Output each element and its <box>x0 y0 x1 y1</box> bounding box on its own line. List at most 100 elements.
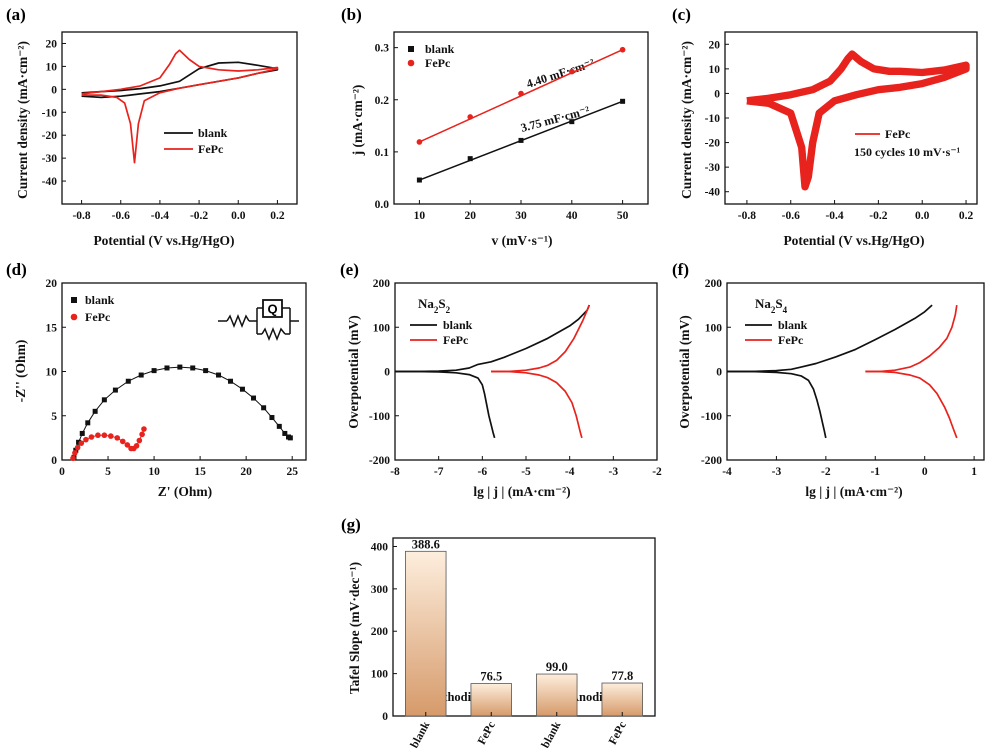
y-tick-label: 100 <box>705 322 723 334</box>
x-tick-label: 15 <box>194 466 206 478</box>
panel-label-e: (e) <box>340 260 359 279</box>
data-point <box>108 433 114 439</box>
x-tick-label: -0.8 <box>738 210 756 222</box>
x-tick-label: FePc <box>476 720 498 747</box>
legend-label-fepc-c: FePc <box>885 127 911 141</box>
data-point <box>227 378 233 384</box>
y-tick-label: 0.0 <box>375 199 390 211</box>
plot-frame-g <box>392 537 656 717</box>
y-tick-label: -20 <box>705 138 721 150</box>
legend-marker-fepc-d <box>70 313 78 321</box>
data-point <box>74 444 81 451</box>
panel-label-c: (c) <box>672 5 691 24</box>
circuit-cpe-label: Q <box>267 302 277 317</box>
y-tick-label: 400 <box>371 541 389 553</box>
y-tick-label: -10 <box>705 113 721 125</box>
y-tick-label: 10 <box>709 64 721 76</box>
x-axis-label-d: Z' (Ohm) <box>158 484 212 499</box>
group-label-anodic: Anodic <box>570 690 609 704</box>
y-tick-label: 0 <box>51 455 57 467</box>
y-axis-label-b: j (mA·cm⁻²) <box>350 85 365 157</box>
y-axis-label-c: Current density (mA·cm⁻²) <box>679 41 694 199</box>
data-point <box>138 372 144 378</box>
y-tick-label: -40 <box>705 187 721 199</box>
data-point <box>101 397 107 403</box>
y-tick-label: 200 <box>371 626 389 638</box>
data-point <box>177 364 183 370</box>
y-axis-label-a: Current density (mA·cm⁻²) <box>15 41 30 199</box>
series-line-fepc <box>865 370 958 439</box>
x-tick-label: 50 <box>617 210 629 222</box>
x-tick-label: -0.6 <box>782 210 800 222</box>
data-point <box>101 432 108 439</box>
y-tick-label: 100 <box>373 322 391 334</box>
x-axis-label-f: lg | j | (mA·cm⁻²) <box>805 484 902 499</box>
annotation-blank-b: 3.75 mF·cm⁻² <box>519 103 591 135</box>
data-point <box>139 431 145 438</box>
y-tick-label: -200 <box>701 455 722 467</box>
data-point <box>239 386 245 392</box>
x-tick-label: 1 <box>971 466 977 478</box>
bar-value-label: 99.0 <box>546 660 568 674</box>
data-point <box>136 437 143 444</box>
x-axis-label-a: Potential (V vs.Hg/HgO) <box>93 233 234 248</box>
x-tick-label: FePc <box>607 720 629 747</box>
x-tick-label: blank <box>409 719 433 750</box>
data-point <box>95 432 101 439</box>
panel-label-a: (a) <box>6 5 26 24</box>
data-point <box>416 177 422 183</box>
bar-value-label: 77.8 <box>611 669 633 683</box>
data-point <box>569 119 575 125</box>
legend-label-blank-a: blank <box>198 126 228 140</box>
y-tick-label: 10 <box>46 61 58 73</box>
data-point <box>261 405 267 411</box>
y-tick-label: 0.2 <box>375 95 390 107</box>
legend-e: blank FePc <box>410 318 473 347</box>
y-tick-label: 100 <box>371 669 389 681</box>
data-point <box>269 415 275 421</box>
data-point <box>203 368 209 374</box>
x-tick-label: -0.4 <box>151 210 169 222</box>
y-tick-label: 0 <box>51 84 57 96</box>
y-tick-label: 200 <box>705 278 723 290</box>
x-tick-label: 0 <box>59 466 65 478</box>
data-point <box>276 423 282 429</box>
species-label-f: Na2S4 <box>755 296 788 315</box>
panel-g: (g) Tafel Slope (mV·dec⁻¹) Cathodic Anod… <box>341 515 656 750</box>
series-line-blank <box>73 366 291 458</box>
x-tick-label: -0.4 <box>825 210 843 222</box>
x-tick-label: 0.0 <box>231 210 246 222</box>
x-tick-label: -5 <box>521 466 531 478</box>
data-point <box>251 395 257 401</box>
x-tick-label: blank <box>540 719 564 750</box>
x-tick-label: 10 <box>414 210 426 222</box>
y-tick-label: 5 <box>51 411 57 423</box>
y-tick-label: 15 <box>46 322 58 334</box>
panel-label-b: (b) <box>341 5 362 24</box>
data-point <box>72 450 78 456</box>
series-line-fepc <box>491 304 591 373</box>
y-tick-label: -40 <box>42 176 58 188</box>
series-line-blank <box>727 370 827 439</box>
y-axis-label-f: Overpotential (mV) <box>677 315 692 429</box>
x-tick-label: 0.0 <box>915 210 930 222</box>
legend-marker-blank-d <box>71 297 77 303</box>
y-tick-label: 200 <box>373 278 391 290</box>
legend-a: blank FePc <box>164 126 228 156</box>
data-point <box>190 365 196 371</box>
x-tick-label: -0.6 <box>112 210 130 222</box>
data-point <box>619 46 626 53</box>
x-tick-label: -0.2 <box>190 210 208 222</box>
x-tick-label: -2 <box>821 466 831 478</box>
data-point <box>76 439 82 445</box>
bar-blank <box>405 550 447 717</box>
x-tick-label: 40 <box>566 210 578 222</box>
data-point <box>78 440 85 446</box>
y-tick-label: 10 <box>46 367 58 379</box>
legend-label-fepc-e: FePc <box>443 333 469 347</box>
species-label-e: Na2S2 <box>418 296 451 315</box>
legend-d: blank FePc <box>70 293 115 324</box>
y-tick-label: -200 <box>369 455 390 467</box>
y-tick-label: 20 <box>46 278 58 290</box>
